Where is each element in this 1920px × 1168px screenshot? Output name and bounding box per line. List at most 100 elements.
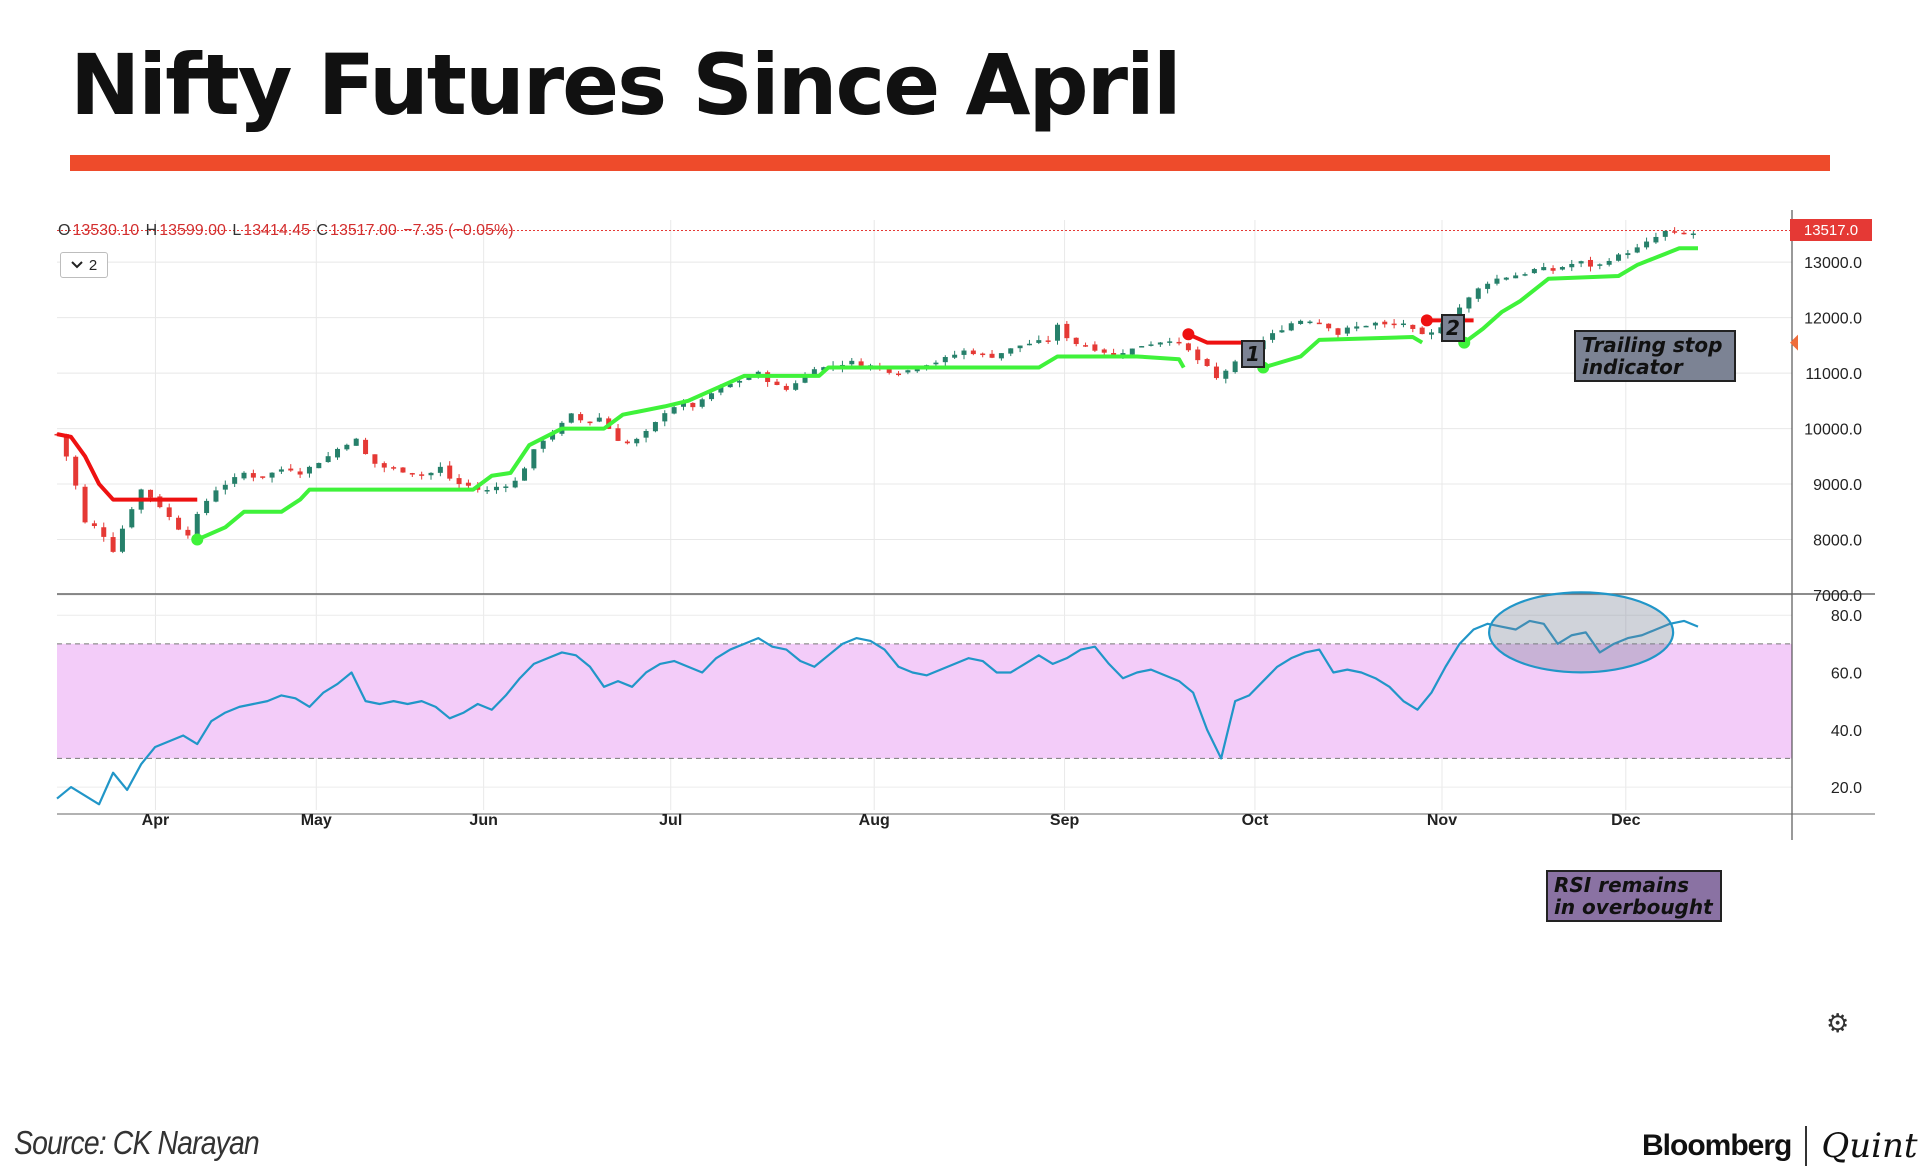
candle-body xyxy=(970,350,976,355)
candle-body xyxy=(587,421,593,424)
close-label: C xyxy=(316,222,329,239)
candle-body xyxy=(1036,340,1042,343)
indicator-collapse-button[interactable]: 2 xyxy=(60,252,108,278)
candle-body xyxy=(596,417,602,422)
candle-body xyxy=(1045,340,1051,342)
candle-body xyxy=(998,353,1004,359)
candle-body xyxy=(232,477,238,484)
candle-body xyxy=(1578,261,1584,264)
price-tick-label: 9000.0 xyxy=(1813,477,1862,494)
candle-body xyxy=(316,462,322,469)
trailing-stop-red xyxy=(56,432,198,502)
candle-body xyxy=(1438,327,1444,334)
rsi-note-line2: in overbought xyxy=(1554,895,1713,919)
candle-body xyxy=(1344,327,1350,334)
candle-body xyxy=(129,509,135,528)
candle-body xyxy=(699,399,705,407)
high-label: H xyxy=(145,222,158,239)
candle-body xyxy=(437,466,443,473)
candle-body xyxy=(624,441,630,444)
candle-body xyxy=(1026,343,1032,346)
candle-body xyxy=(1372,322,1378,326)
candle-body xyxy=(82,486,88,523)
open-label: O xyxy=(58,222,71,239)
candle-body xyxy=(568,413,574,423)
trailing-stop-red xyxy=(1187,332,1254,345)
candle-body xyxy=(783,385,789,390)
candle-body xyxy=(1335,328,1341,335)
candle-body xyxy=(1195,349,1201,361)
candle-body xyxy=(1644,241,1650,248)
candle-body xyxy=(1363,325,1369,328)
candle-body xyxy=(1288,323,1294,331)
indicator-count: 2 xyxy=(88,256,98,274)
candle-body xyxy=(297,471,303,475)
rsi-tick-label: 20.0 xyxy=(1831,780,1862,797)
candle-body xyxy=(1111,352,1117,355)
candle-body xyxy=(578,414,584,421)
candle-body xyxy=(288,468,294,471)
candle-body xyxy=(886,367,892,373)
candle-body xyxy=(1354,326,1360,329)
candle-body xyxy=(1148,344,1154,346)
rsi-series xyxy=(56,619,1699,806)
close-value: 13517.00 xyxy=(330,222,397,239)
candle-body xyxy=(260,476,266,478)
candle-body xyxy=(1157,342,1163,345)
x-tick-label: Nov xyxy=(1427,812,1457,829)
candle-body xyxy=(1606,260,1612,265)
overbought-highlight xyxy=(1488,591,1675,674)
candle-body xyxy=(250,473,256,478)
open-value: 13530.10 xyxy=(72,222,140,239)
gear-icon[interactable]: ⚙ xyxy=(1826,1008,1850,1038)
last-price-badge: 13517.0 xyxy=(1790,219,1872,242)
candle-body xyxy=(1008,348,1014,354)
ohlc-readout: O 13530.10 H 13599.00 L 13414.45 C 13517.00 … xyxy=(58,222,516,240)
chart-canvas[interactable]: Apr May Jun Jul Aug Sep Oct Nov Dec 13000.0 12000.… xyxy=(0,210,1920,1060)
candle-body xyxy=(353,438,359,446)
candle-body xyxy=(1054,324,1060,341)
trailing-stop-start-dot xyxy=(191,533,204,546)
candle-body xyxy=(1634,247,1640,253)
candle-body xyxy=(737,380,743,383)
candle-body xyxy=(1587,259,1593,267)
candle-body xyxy=(119,528,125,552)
candle-body xyxy=(952,354,958,358)
candle-body xyxy=(1232,361,1238,373)
x-tick-label: Jul xyxy=(659,812,682,829)
candle-body xyxy=(774,381,780,385)
candle-body xyxy=(63,434,69,457)
candle-body xyxy=(522,468,528,481)
candle-body xyxy=(1625,253,1631,256)
candle-body xyxy=(802,374,808,383)
candle-body xyxy=(1092,344,1098,351)
brand-logo: Bloomberg Quint xyxy=(1642,1126,1918,1166)
trailing-stop-note: Trailing stop indicator xyxy=(1574,330,1736,382)
candle-body xyxy=(91,523,97,527)
logo-quint: Quint xyxy=(1821,1126,1918,1166)
x-tick-label: Jun xyxy=(469,812,497,829)
candle-body xyxy=(493,486,499,491)
candle-body xyxy=(241,472,247,479)
candle-body xyxy=(1531,269,1537,274)
price-tick-label: 11000.0 xyxy=(1805,366,1862,383)
candle-body xyxy=(1569,263,1575,268)
trailing-stop-start-dot xyxy=(1420,314,1433,327)
candle-body xyxy=(680,403,686,407)
candle-body xyxy=(1213,366,1219,379)
candle-body xyxy=(858,361,864,366)
chart-container[interactable]: Apr May Jun Jul Aug Sep Oct Nov Dec 13000.0 12000.… xyxy=(0,210,1920,1060)
candle-body xyxy=(961,350,967,355)
candle-body xyxy=(73,456,79,486)
candle-body xyxy=(1064,323,1070,339)
candle-body xyxy=(1662,230,1668,237)
candle-body xyxy=(1120,353,1126,355)
candle-body xyxy=(1129,348,1135,355)
candle-body xyxy=(428,472,434,476)
candle-body xyxy=(1419,327,1425,335)
rsi-band xyxy=(57,643,1792,759)
candle-body xyxy=(204,500,210,514)
candle-body xyxy=(896,373,902,376)
rsi-tick-label: 60.0 xyxy=(1831,665,1862,682)
marker-1: 1 xyxy=(1241,340,1265,368)
